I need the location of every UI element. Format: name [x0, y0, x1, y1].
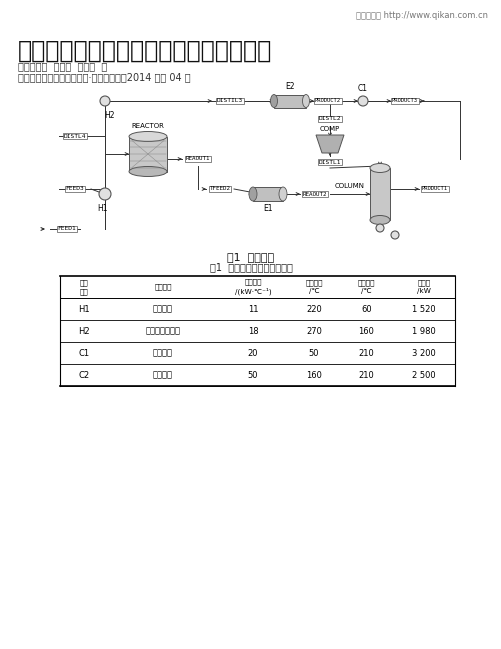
- Text: DISTL1: DISTL1: [318, 160, 341, 164]
- Text: PRODUCT2: PRODUCT2: [314, 99, 340, 103]
- FancyBboxPatch shape: [369, 168, 389, 220]
- Text: 160: 160: [358, 326, 374, 336]
- Text: C1: C1: [78, 349, 89, 358]
- Text: 运用夹点设计法对一实际换热网络的改造: 运用夹点设计法对一实际换热网络的改造: [18, 39, 272, 63]
- Polygon shape: [315, 135, 343, 153]
- Text: 1 980: 1 980: [411, 326, 435, 336]
- Text: DISTL2: DISTL2: [318, 117, 341, 121]
- Text: 起始温度
/℃: 起始温度 /℃: [305, 280, 322, 294]
- Text: FEED3: FEED3: [66, 186, 84, 191]
- Text: H2: H2: [78, 326, 90, 336]
- Text: 龙源期刊网 http://www.qikan.com.cn: 龙源期刊网 http://www.qikan.com.cn: [355, 11, 487, 20]
- Text: 热容流率
/(kW·℃⁻¹): 热容流率 /(kW·℃⁻¹): [234, 278, 271, 295]
- Text: 表1  物流数据: 表1 物流数据: [227, 252, 274, 262]
- Ellipse shape: [279, 187, 287, 201]
- Text: 进料流量: 进料流量: [153, 349, 173, 358]
- Text: 50: 50: [247, 371, 258, 380]
- Text: E1: E1: [263, 204, 272, 213]
- Circle shape: [390, 231, 398, 239]
- Ellipse shape: [129, 167, 167, 177]
- Text: H1: H1: [78, 304, 90, 313]
- Text: DISTL4: DISTL4: [64, 134, 86, 138]
- Circle shape: [375, 224, 383, 232]
- Text: 来源：《安徽理工大学学报·自然科学版》2014 年第 04 期: 来源：《安徽理工大学学报·自然科学版》2014 年第 04 期: [18, 72, 190, 82]
- Text: TFEED2: TFEED2: [209, 186, 230, 191]
- Text: REAOUT2: REAOUT2: [302, 191, 327, 197]
- Ellipse shape: [248, 187, 257, 201]
- Text: 11: 11: [247, 304, 258, 313]
- FancyBboxPatch shape: [253, 187, 283, 201]
- Text: 160: 160: [306, 371, 321, 380]
- Text: 2 500: 2 500: [411, 371, 435, 380]
- Circle shape: [357, 96, 367, 106]
- Ellipse shape: [270, 95, 277, 108]
- Text: 3 200: 3 200: [411, 349, 435, 358]
- Ellipse shape: [302, 95, 309, 108]
- Text: 热负荷
/kW: 热负荷 /kW: [416, 280, 430, 294]
- Text: E2: E2: [285, 82, 294, 91]
- Ellipse shape: [369, 164, 389, 173]
- Text: 图1  某实际过程换热网络结构: 图1 某实际过程换热网络结构: [209, 262, 292, 272]
- Text: 50: 50: [308, 349, 319, 358]
- Text: 270: 270: [306, 326, 321, 336]
- FancyBboxPatch shape: [274, 95, 306, 108]
- Circle shape: [99, 188, 111, 200]
- Text: 产品流量: 产品流量: [153, 304, 173, 313]
- Text: COMP: COMP: [319, 126, 340, 132]
- FancyBboxPatch shape: [129, 136, 167, 171]
- Text: 60: 60: [360, 304, 371, 313]
- Text: COLUMN: COLUMN: [334, 183, 364, 189]
- Text: 210: 210: [358, 349, 374, 358]
- Text: 物流名称: 物流名称: [154, 284, 171, 290]
- Text: 物流
代号: 物流 代号: [80, 279, 88, 295]
- Circle shape: [100, 96, 110, 106]
- Text: C2: C2: [78, 371, 89, 380]
- Text: 循环流量: 循环流量: [153, 371, 173, 380]
- Text: H1: H1: [98, 204, 108, 213]
- Text: PRODUCT1: PRODUCT1: [421, 186, 447, 191]
- Text: FEED1: FEED1: [58, 227, 76, 232]
- Text: 1 520: 1 520: [411, 304, 435, 313]
- Ellipse shape: [369, 215, 389, 225]
- Text: REAOUT1: REAOUT1: [185, 156, 210, 162]
- Text: 20: 20: [247, 349, 258, 358]
- Text: 210: 210: [358, 371, 374, 380]
- Text: PRODUCT3: PRODUCT3: [391, 99, 417, 103]
- Text: C1: C1: [357, 84, 367, 93]
- Text: 18: 18: [247, 326, 258, 336]
- Text: REACTOR: REACTOR: [131, 123, 164, 129]
- Text: H2: H2: [105, 111, 115, 120]
- Ellipse shape: [129, 132, 167, 141]
- Text: 目标温度
/℃: 目标温度 /℃: [357, 280, 375, 294]
- Text: DISTIL3: DISTIL3: [216, 99, 242, 103]
- Text: 作者：王菁  吴示友  李多松  等: 作者：王菁 吴示友 李多松 等: [18, 61, 107, 71]
- Text: 220: 220: [306, 304, 321, 313]
- Text: 反应器出口流量: 反应器出口流量: [145, 326, 180, 336]
